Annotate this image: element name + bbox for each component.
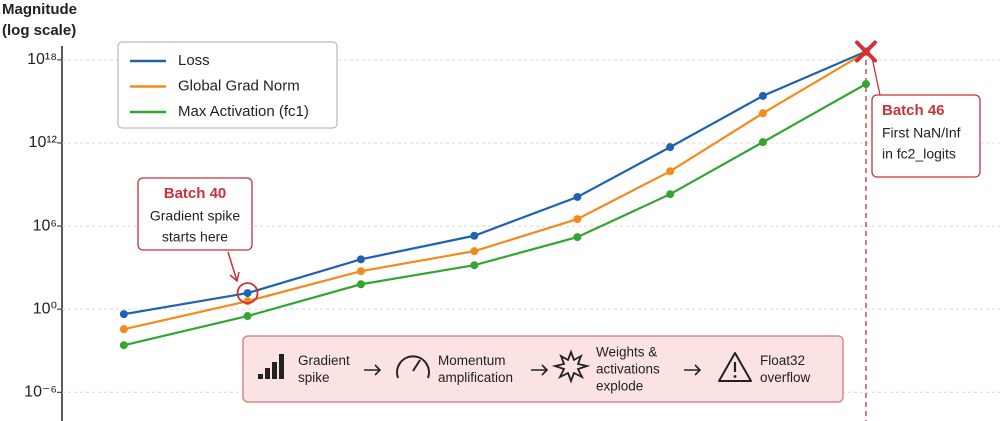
- series-line: [123, 51, 867, 331]
- gauge-icon: [396, 355, 430, 379]
- annotation-box: [137, 177, 253, 251]
- y-tick-label: 10¹²: [29, 134, 58, 151]
- data-point: [356, 267, 365, 276]
- data-point: [666, 190, 675, 199]
- nan-marker: [855, 40, 877, 63]
- explode-icon: [551, 349, 591, 384]
- y-tick-label: 10⁻⁶: [24, 384, 57, 401]
- y-axis-label: Magnitude: [2, 1, 77, 18]
- data-point: [119, 310, 128, 319]
- bar-icon: [258, 354, 284, 379]
- y-tick-label: 10⁶: [33, 217, 57, 234]
- y-tick-label: 10⁰: [33, 300, 57, 317]
- annotation-text: First NaN/Inf: [882, 125, 961, 141]
- flow-arrows: [364, 364, 702, 376]
- annotation-text: starts here: [162, 229, 228, 245]
- annotation-connector: [871, 57, 881, 96]
- data-point: [573, 215, 582, 224]
- flow-text: Gradient: [298, 353, 350, 368]
- data-point: [356, 255, 365, 264]
- data-point: [758, 91, 767, 100]
- legend-box: [117, 41, 338, 129]
- data-point: [243, 312, 252, 321]
- flow-text: overflow: [760, 370, 811, 385]
- data-point: [573, 233, 582, 242]
- annotation-title: Batch 46: [882, 102, 945, 119]
- flow-text: Float32: [760, 353, 805, 368]
- flow-text: explode: [596, 379, 643, 394]
- data-point: [470, 247, 479, 256]
- data-point: [666, 143, 675, 152]
- data-point: [573, 192, 582, 201]
- flow-text: Weights &: [596, 345, 657, 360]
- annotation-text: Gradient spike: [150, 208, 240, 224]
- annotation-arrow: [227, 251, 240, 283]
- data-point: [243, 289, 252, 298]
- flow-text: amplification: [438, 370, 513, 385]
- legend-label: Loss: [178, 52, 210, 69]
- legend-label: Max Activation (fc1): [178, 103, 309, 120]
- flow-box: Gradient spike Momentum amplification Weight…: [242, 335, 844, 403]
- series-line: [123, 50, 867, 316]
- data-point: [470, 261, 479, 270]
- flow-text: spike: [298, 370, 330, 385]
- annotation-box: [871, 94, 981, 178]
- data-point: [666, 167, 675, 176]
- data-point: [119, 325, 128, 334]
- y-axis-label: (log scale): [2, 22, 76, 39]
- data-point: [470, 231, 479, 240]
- y-tick-label: 10¹⁸: [27, 51, 57, 68]
- flow-text: Momentum: [438, 353, 506, 368]
- data-point: [862, 80, 870, 89]
- flow-text: activations: [596, 362, 660, 377]
- warning-icon: [718, 352, 752, 382]
- data-point: [119, 341, 128, 350]
- data-point: [758, 109, 767, 118]
- annotation-text: in fc2_logits: [882, 146, 956, 162]
- series-line: [123, 83, 867, 347]
- highlight-circle: [236, 282, 259, 304]
- annotation-title: Batch 40: [164, 185, 227, 202]
- flow-background: [242, 335, 844, 403]
- legend-label: Global Grad Norm: [178, 77, 300, 94]
- data-point: [758, 138, 767, 147]
- data-point: [356, 280, 365, 289]
